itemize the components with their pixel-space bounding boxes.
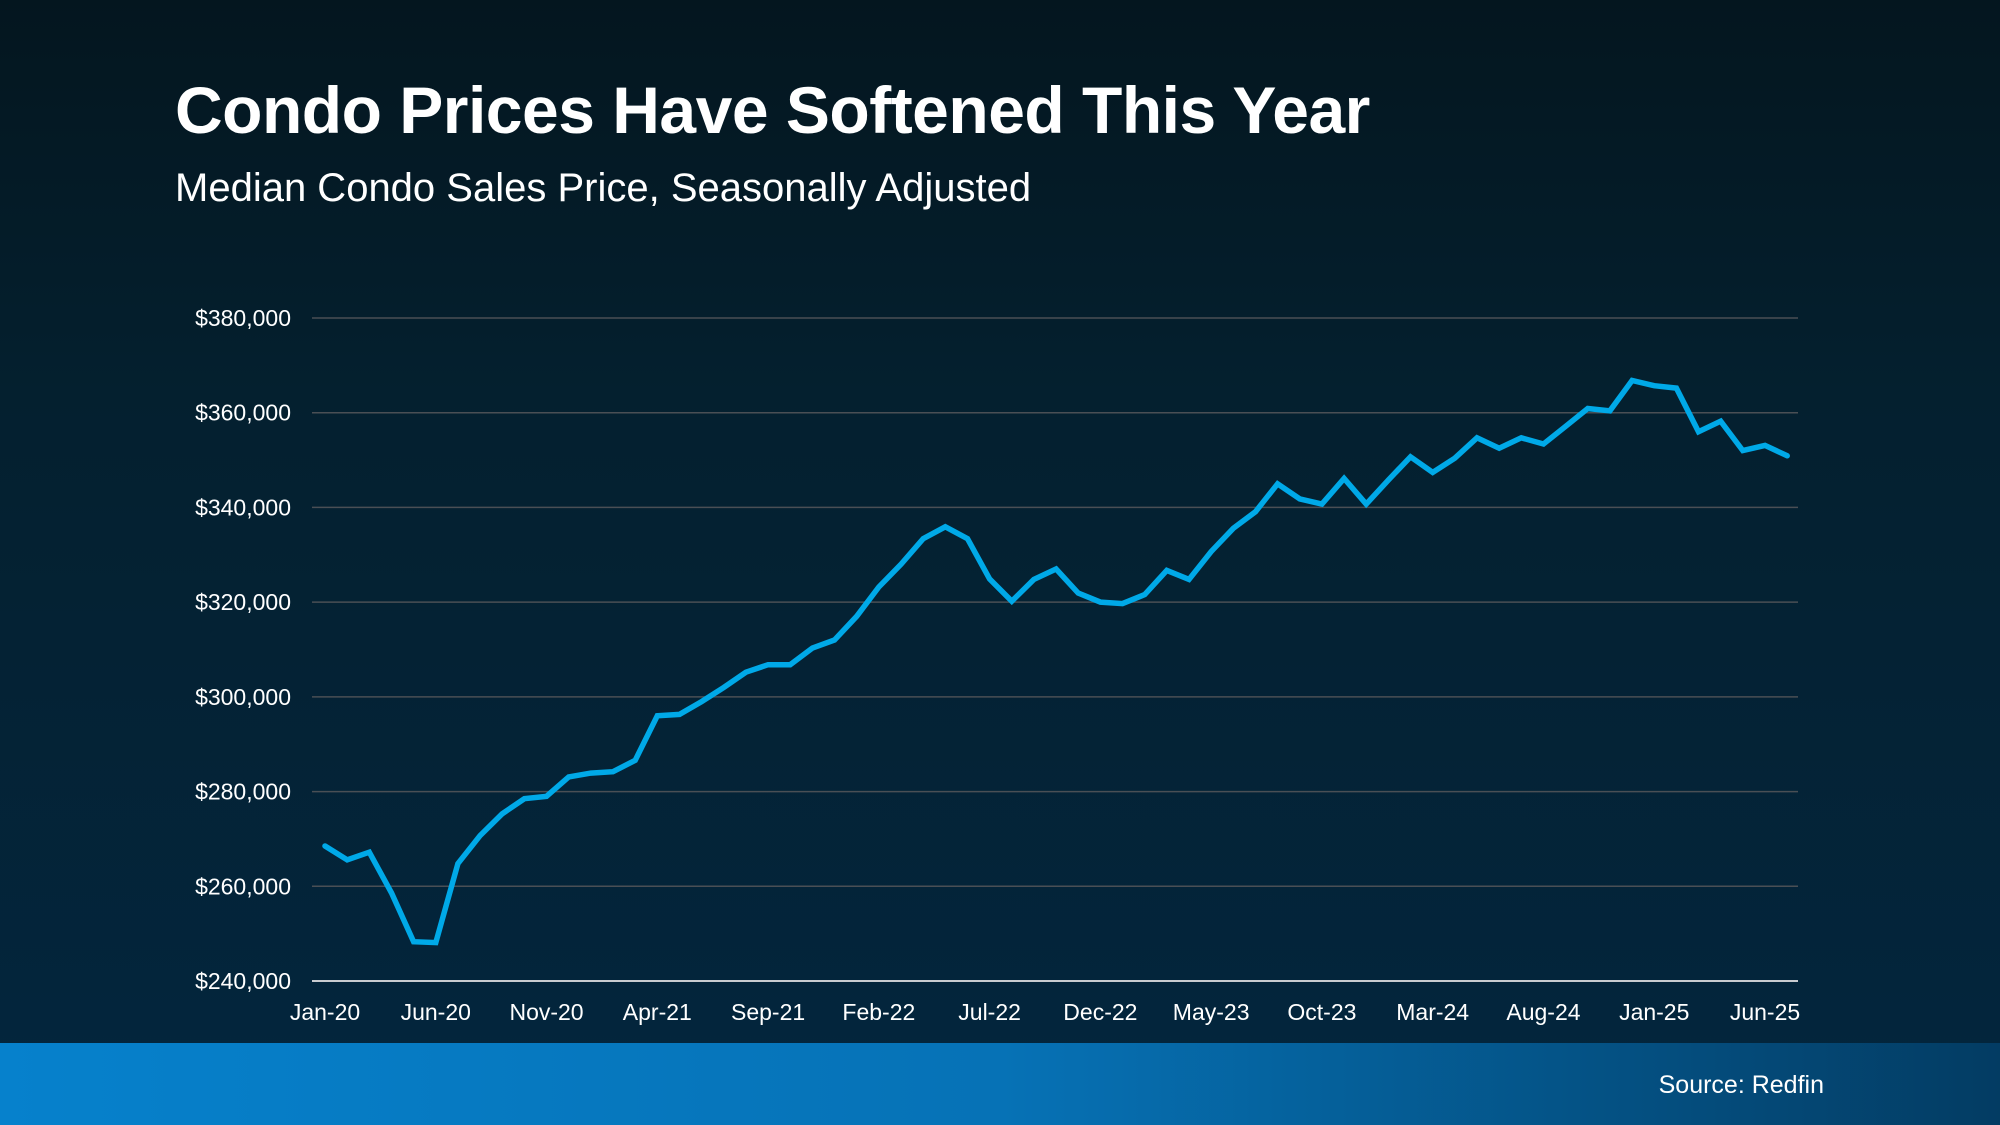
x-tick-label: Mar-24 xyxy=(1396,999,1469,1025)
x-tick-label: Jun-20 xyxy=(401,999,471,1025)
x-tick-label: Jun-25 xyxy=(1730,999,1800,1025)
x-tick-label: Dec-22 xyxy=(1063,999,1137,1025)
chart-subtitle: Median Condo Sales Price, Seasonally Adj… xyxy=(175,166,1032,210)
chart-title: Condo Prices Have Softened This Year xyxy=(175,73,1370,147)
x-tick-label: Apr-21 xyxy=(623,999,692,1025)
y-tick-label: $360,000 xyxy=(195,400,291,426)
price-series-line xyxy=(322,377,1790,946)
y-tick-label: $240,000 xyxy=(195,968,291,994)
y-tick-label: $320,000 xyxy=(195,589,291,615)
x-tick-label: Jan-20 xyxy=(290,999,360,1025)
x-tick-label: May-23 xyxy=(1173,999,1250,1025)
x-tick-label: Nov-20 xyxy=(509,999,583,1025)
x-tick-label: Oct-23 xyxy=(1287,999,1356,1025)
x-tick-label: Jan-25 xyxy=(1619,999,1689,1025)
line-chart: $240,000 $260,000 $280,000 $300,000 $320,000… xyxy=(195,305,1800,1025)
y-tick-label: $260,000 xyxy=(195,873,291,899)
y-tick-label: $300,000 xyxy=(195,684,291,710)
source-label: Source: Redfin xyxy=(1658,1071,1824,1099)
y-tick-label: $280,000 xyxy=(195,779,291,805)
x-tick-label: Jul-22 xyxy=(958,999,1021,1025)
footer-band: Source: Redfin xyxy=(0,1043,2000,1125)
x-tick-label: Feb-22 xyxy=(842,999,915,1025)
y-tick-label: $340,000 xyxy=(195,494,291,520)
x-tick-label: Aug-24 xyxy=(1506,999,1580,1025)
y-tick-label: $380,000 xyxy=(195,305,291,331)
x-tick-label: Sep-21 xyxy=(731,999,805,1025)
